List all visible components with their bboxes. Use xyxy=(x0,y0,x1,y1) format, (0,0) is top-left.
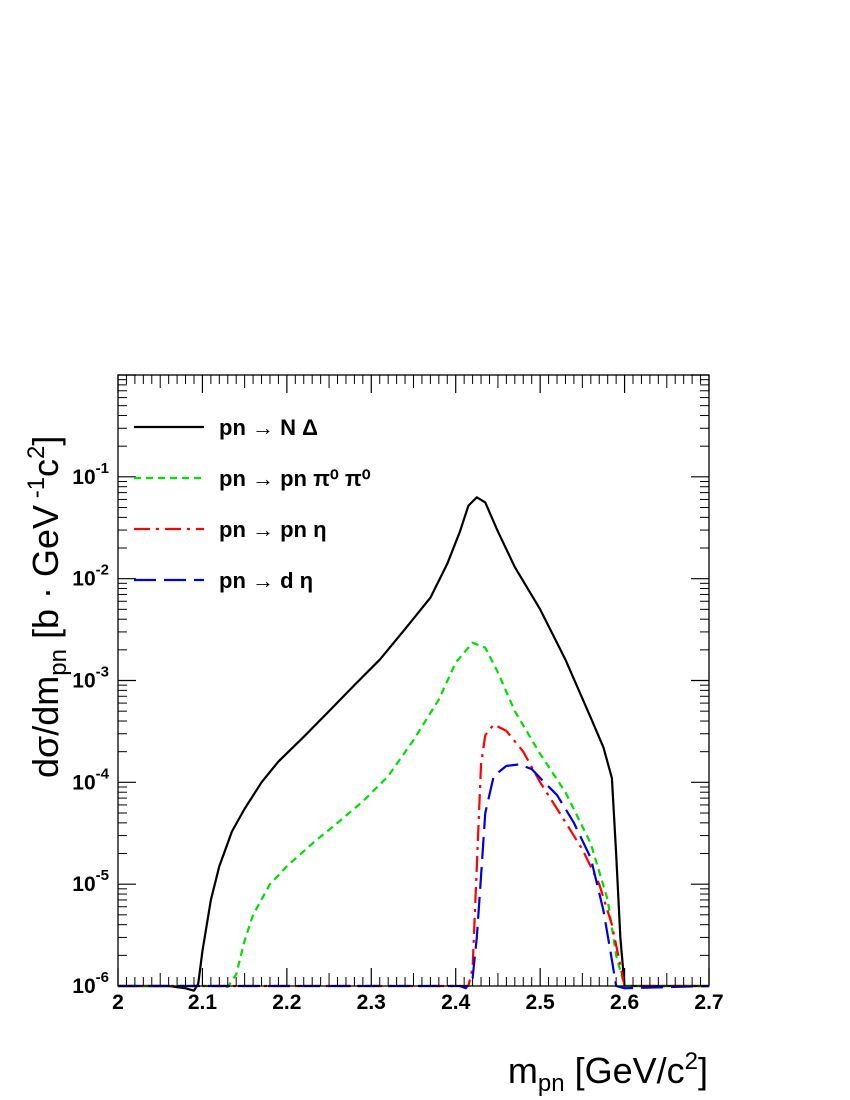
series-line-3 xyxy=(118,723,709,988)
series-line-2 xyxy=(118,641,709,988)
series-line-1 xyxy=(118,496,709,992)
y-tick-label: 10-6 xyxy=(72,969,109,998)
legend: pn → N Δ pn → pn π⁰ π⁰ pn → pn η pn → d η xyxy=(134,415,371,593)
x-tick-label: 2.6 xyxy=(610,991,639,1014)
legend-label-1: pn → N Δ xyxy=(219,415,318,440)
y-tick-labels: 10-6 10-5 10-4 10-3 10-2 10-1 xyxy=(72,460,109,998)
y-tick-label: 10-2 xyxy=(72,562,109,591)
x-tick-labels: 2 2.1 2.2 2.3 2.4 2.5 2.6 2.7 xyxy=(112,991,723,1014)
x-tick-label: 2.3 xyxy=(357,991,386,1014)
x-tick-label: 2.7 xyxy=(694,991,723,1014)
y-tick-label: 10-1 xyxy=(72,460,109,489)
legend-label-2: pn → pn π⁰ π⁰ xyxy=(219,466,371,491)
x-tick-label: 2.4 xyxy=(441,991,471,1014)
series-line-4 xyxy=(118,763,710,990)
x-tick-label: 2.5 xyxy=(526,991,556,1014)
legend-label-3: pn → pn η xyxy=(219,517,327,542)
series-layer xyxy=(118,496,710,992)
x-tick-label: 2.1 xyxy=(188,991,218,1014)
ticks-layer xyxy=(117,374,710,987)
x-tick-label: 2 xyxy=(112,991,124,1014)
x-tick-label: 2.2 xyxy=(272,991,301,1014)
y-tick-label: 10-3 xyxy=(72,664,109,693)
legend-label-4: pn → d η xyxy=(219,568,313,593)
y-tick-label: 10-5 xyxy=(72,867,109,896)
y-tick-label: 10-4 xyxy=(72,765,109,794)
